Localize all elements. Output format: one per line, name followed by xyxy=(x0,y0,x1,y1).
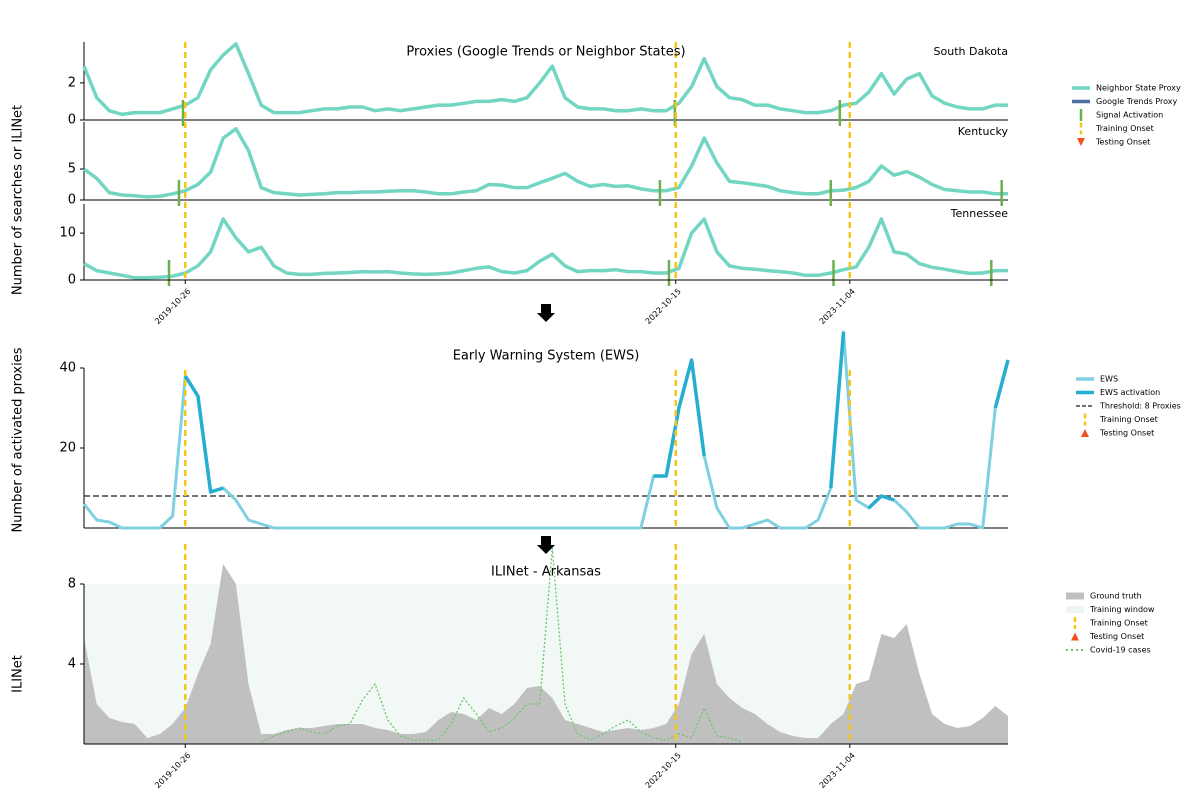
legend-label: EWS activation xyxy=(1100,388,1160,397)
legend-symbol xyxy=(1071,632,1079,641)
subplot-title: Tennessee xyxy=(950,207,1009,220)
legend-label: Training window xyxy=(1089,605,1155,614)
legend-label: Training Onset xyxy=(1089,619,1148,628)
y-axis-label: Number of searches or ILINet xyxy=(11,105,26,295)
legend-label: Training Onset xyxy=(1095,124,1154,133)
chart-title: ILINet - Arkansas xyxy=(491,565,601,580)
legend-symbol xyxy=(1077,138,1085,146)
y-tick-label: 20 xyxy=(59,441,76,456)
y-tick-label: 4 xyxy=(68,657,76,672)
y-tick-label: 0 xyxy=(68,113,76,128)
legend-label: Threshold: 8 Proxies xyxy=(1099,402,1181,411)
legend-label: Testing Onset xyxy=(1089,632,1144,641)
y-tick-label: 0 xyxy=(68,273,76,288)
flow-arrow xyxy=(537,304,555,322)
legend-label: Signal Activation xyxy=(1096,111,1163,120)
ews-activation xyxy=(183,375,224,494)
proxy-line xyxy=(82,127,1008,199)
y-axis-label: ILINet xyxy=(11,655,26,693)
legend-label: Neighbor State Proxy xyxy=(1096,84,1181,93)
y-tick-label: 8 xyxy=(68,577,76,592)
y-tick-label: 2 xyxy=(68,75,76,90)
legend-label: Covid-19 cases xyxy=(1090,646,1151,655)
x-tick-label: 2019-10-26 xyxy=(153,751,192,790)
ews-activation xyxy=(829,331,846,489)
legend-label: Testing Onset xyxy=(1099,429,1154,438)
proxy-line xyxy=(82,42,1008,117)
y-tick-label: 40 xyxy=(59,361,76,376)
ews-line xyxy=(82,330,1010,530)
legend-symbol xyxy=(1066,592,1084,600)
ews-activation xyxy=(867,494,895,510)
ews-activation xyxy=(653,358,706,478)
chart-title: Early Warning System (EWS) xyxy=(453,349,640,364)
legend-symbol xyxy=(1081,429,1089,437)
legend-label: EWS xyxy=(1100,375,1118,384)
legend-label: Ground truth xyxy=(1090,592,1142,601)
x-tick-label: 2019-10-26 xyxy=(153,287,192,326)
x-tick-label: 2022-10-15 xyxy=(644,751,683,790)
legend-label: Testing Onset xyxy=(1095,138,1150,147)
chart-title: Proxies (Google Trends or Neighbor State… xyxy=(406,45,685,60)
y-tick-label: 5 xyxy=(68,162,76,177)
x-tick-label: 2023-11-04 xyxy=(818,751,857,790)
ews-activation xyxy=(993,359,1010,409)
x-tick-label: 2023-11-04 xyxy=(818,287,857,326)
y-tick-label: 0 xyxy=(68,193,76,208)
subplot-title: Kentucky xyxy=(958,125,1009,138)
legend-symbol xyxy=(1066,606,1084,613)
flow-arrow xyxy=(537,536,555,554)
x-tick-label: 2022-10-15 xyxy=(644,287,683,326)
legend-label: Google Trends Proxy xyxy=(1096,97,1178,106)
proxy-line xyxy=(83,217,1008,280)
subplot-title: South Dakota xyxy=(934,45,1008,58)
ground-truth-area xyxy=(84,564,1008,744)
y-tick-label: 10 xyxy=(59,226,76,241)
legend-label: Training Onset xyxy=(1099,415,1158,424)
y-axis-label: Number of activated proxies xyxy=(11,347,26,532)
covid-line xyxy=(260,547,743,743)
